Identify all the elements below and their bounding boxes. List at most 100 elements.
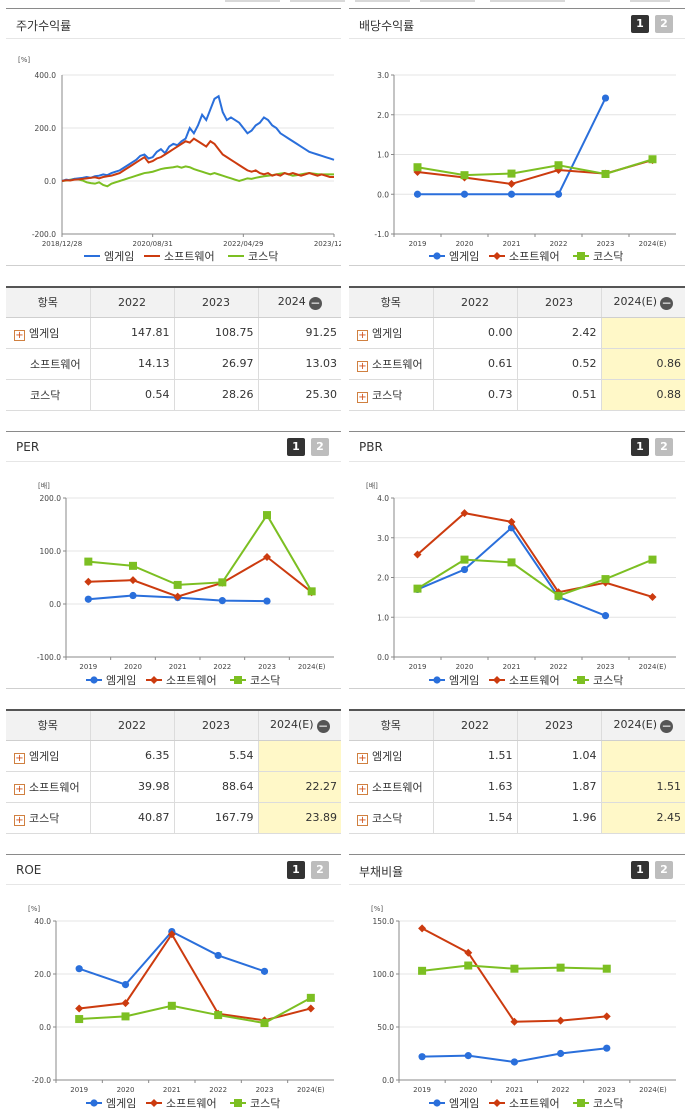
expand-icon[interactable]: +	[357, 783, 368, 795]
x-tick-label: 2019	[79, 663, 97, 671]
legend-label: 코스닥	[250, 1097, 280, 1110]
data-point	[173, 580, 182, 589]
data-point	[306, 1004, 315, 1013]
y-tick-label: -20.0	[32, 1076, 52, 1085]
expand-icon[interactable]: +	[14, 329, 25, 341]
panel-header: 부채비율 1 2	[349, 855, 685, 885]
row-label-cell[interactable]: + 엠게임	[6, 317, 90, 349]
y-tick-label: 0.0	[49, 600, 61, 609]
table-row: + 엠게임 1.51 1.04	[349, 740, 685, 772]
y-tick-label: 40.0	[34, 917, 51, 926]
data-point	[214, 951, 222, 960]
row-label-cell[interactable]: + 코스닥	[349, 802, 433, 834]
data-point	[556, 1049, 565, 1058]
value-cell: 91.25	[257, 317, 341, 349]
value-cell: 1.87	[516, 771, 601, 803]
x-tick-label: 2022	[552, 1086, 570, 1094]
row-label: 코스닥	[372, 388, 403, 402]
data-point	[507, 517, 516, 526]
value-cell: 28.26	[173, 379, 258, 411]
y-tick-label: 400.0	[35, 71, 57, 80]
header-label: 2023	[202, 295, 230, 309]
expand-icon[interactable]: +	[357, 329, 368, 341]
page-2-button[interactable]: 2	[311, 861, 329, 879]
dividend-yield-panel: 배당수익률 1 2 3.0 2.0 1.0 0.0 -1.0 2019 2020 2021 20…	[349, 8, 685, 266]
series-line	[88, 513, 313, 592]
page-1-button[interactable]: 1	[631, 15, 649, 33]
expand-icon[interactable]: +	[14, 752, 25, 764]
legend-label: 엠게임	[106, 1097, 136, 1110]
data-point	[601, 575, 610, 584]
header-label: 항목	[37, 296, 58, 310]
row-label: 소프트웨어	[372, 780, 423, 794]
row-label-cell[interactable]: + 엠게임	[6, 740, 90, 772]
table-row: + 소프트웨어 0.61 0.52 0.86	[349, 348, 685, 380]
series-line	[416, 558, 653, 597]
dividend-yield-table: 항목 2022 2023 2024(E) − + 엠게임 0.00 2.42 + 소프트웨어 0.61…	[349, 286, 685, 411]
page-2-button[interactable]: 2	[655, 438, 673, 456]
x-tick-label: 2024(E)	[639, 240, 667, 248]
collapse-icon[interactable]: −	[316, 718, 330, 733]
column-header-item: 항목	[6, 286, 90, 318]
data-point	[263, 597, 271, 605]
expand-icon[interactable]: +	[357, 391, 368, 403]
y-tick-label: 3.0	[377, 71, 389, 80]
row-label: 소프트웨어	[29, 780, 80, 794]
row-label-cell[interactable]: + 소프트웨어	[349, 771, 433, 803]
header-label: 항목	[380, 719, 401, 733]
expand-icon[interactable]: +	[357, 360, 368, 372]
legend-item: 엠게임	[429, 674, 479, 687]
per-chart: [배] 200.0 100.0 0.0 -100.0 2019 2020 2021 2022 20…	[37, 481, 334, 687]
expand-icon[interactable]: +	[14, 814, 25, 826]
page-2-button[interactable]: 2	[655, 861, 673, 879]
y-unit-label: [%]	[371, 905, 383, 913]
table-row: + 코스닥 0.73 0.51 0.88	[349, 379, 685, 411]
page-1-button[interactable]: 1	[287, 861, 305, 879]
data-point	[601, 612, 610, 620]
expand-icon[interactable]: +	[14, 783, 25, 795]
page-2-button[interactable]: 2	[311, 438, 329, 456]
legend-label: 소프트웨어	[166, 674, 217, 687]
y-tick-label: 1.0	[377, 151, 389, 160]
header-label: 2024(E)	[613, 294, 658, 308]
page-1-button[interactable]: 1	[631, 438, 649, 456]
row-label-cell[interactable]: + 코스닥	[6, 802, 90, 834]
series-2	[413, 555, 657, 600]
collapse-icon[interactable]: −	[308, 295, 322, 310]
row-label-cell[interactable]: + 소프트웨어	[6, 771, 90, 803]
panel-title: ROE	[16, 863, 42, 877]
debt-ratio-panel: 부채비율 1 2 [%] 150.0 100.0 50.0 0.0 2019 2020 202…	[349, 854, 685, 1110]
expand-icon[interactable]: +	[357, 752, 368, 764]
expand-icon[interactable]: +	[357, 814, 368, 826]
page-1-button[interactable]: 1	[287, 438, 305, 456]
row-label-cell[interactable]: + 소프트웨어	[349, 348, 433, 380]
header-label: 2024	[277, 294, 306, 308]
legend-label: 엠게임	[104, 250, 134, 263]
row-label-cell[interactable]: + 코스닥	[349, 379, 433, 411]
series-2	[418, 961, 611, 975]
data-point	[460, 509, 469, 518]
x-tick-label: 2023	[598, 1086, 616, 1094]
y-unit-label: [배]	[366, 481, 378, 490]
collapse-icon[interactable]: −	[660, 718, 674, 733]
y-tick-label: 1.0	[377, 613, 389, 622]
per-panel: PER 1 2 [배] 200.0 100.0 0.0 -100.0 2019 2020 20…	[6, 431, 341, 689]
value-cell: 0.54	[89, 379, 174, 411]
table-row: + 코스닥 40.87 167.79 23.89	[6, 802, 341, 834]
page-2-button[interactable]: 2	[655, 15, 673, 33]
data-point	[84, 557, 93, 566]
value-cell: 22.27	[257, 771, 341, 803]
panel-header: 주가수익률	[6, 9, 341, 39]
series-line	[79, 932, 312, 1022]
collapse-icon[interactable]: −	[660, 295, 674, 310]
row-label-cell[interactable]: + 엠게임	[349, 317, 433, 349]
row-label-cell[interactable]: + 엠게임	[349, 740, 433, 772]
legend-item: 코스닥	[230, 674, 280, 687]
legend-marker	[90, 676, 98, 684]
legend-item: 소프트웨어	[489, 1097, 560, 1110]
data-point	[602, 1012, 611, 1021]
data-point	[460, 555, 469, 564]
page-1-button[interactable]: 1	[631, 861, 649, 879]
column-header-year: 2022	[89, 286, 174, 318]
data-point	[418, 966, 427, 975]
